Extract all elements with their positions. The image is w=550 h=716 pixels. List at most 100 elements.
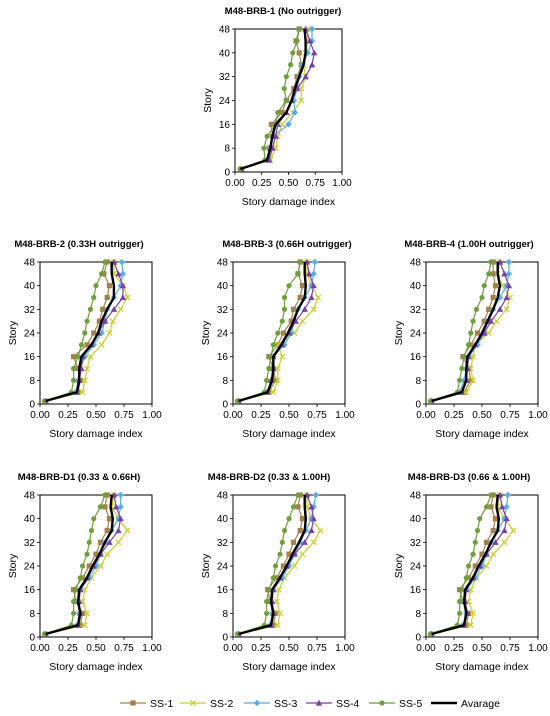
y-axis-label: Story: [393, 553, 405, 578]
data-point-ss-5: [457, 377, 463, 383]
data-point-ss-4: [117, 515, 124, 522]
y-tick-label: 48: [217, 258, 229, 269]
legend-entry-avarage: Avarage: [431, 698, 500, 710]
data-point-ss-2: [274, 622, 281, 629]
data-point-ss-4: [119, 282, 127, 289]
data-point-ss-3: [505, 270, 513, 278]
data-point-ss-5: [77, 575, 83, 581]
panel-3: M48-BRB-3 (0.66H outrigger) 0.00 0.25 0.50 0…: [200, 239, 355, 440]
data-point-ss-4: [101, 317, 109, 324]
panel-title: M48-BRB-3 (0.66H outrigger): [222, 239, 351, 250]
data-point-ss-5: [479, 294, 485, 301]
series-group: [427, 491, 517, 638]
x-tick-label: 1.00: [335, 643, 355, 654]
y-tick-label: 24: [217, 329, 229, 340]
x-tick-label: 0.00: [416, 643, 436, 654]
data-point-ss-1: [483, 539, 490, 545]
series-line-avarage: [45, 494, 115, 636]
data-point-ss-2: [81, 377, 88, 384]
data-point-ss-3: [118, 258, 125, 266]
data-point-ss-1: [290, 539, 297, 545]
data-point-ss-5: [266, 365, 272, 372]
data-point-ss-2: [275, 586, 282, 593]
panel-title: M48-BRB-1 (No outrigger): [225, 6, 342, 17]
legend-marker: [315, 699, 323, 706]
data-point-ss-1: [272, 610, 279, 616]
data-point-ss-5: [78, 342, 85, 348]
data-point-ss-3: [310, 270, 317, 278]
data-point-ss-2: [510, 527, 517, 534]
data-point-ss-5: [264, 610, 270, 616]
data-point-ss-3: [311, 258, 318, 266]
y-tick-label: 8: [222, 376, 228, 387]
data-point-ss-5: [459, 587, 465, 593]
series-line-avarage: [239, 28, 307, 171]
data-point-ss-4: [305, 270, 313, 277]
legend-entry-ss-4: SS-4: [306, 698, 360, 710]
data-point-ss-5: [102, 492, 108, 498]
data-point-ss-5: [264, 377, 270, 383]
data-point-ss-1: [104, 294, 110, 301]
y-tick-label: 16: [24, 585, 36, 596]
panel-5: M48-BRB-D1 (0.33 & 0.66H) 0.00 0.25 0.50 0.7…: [7, 472, 162, 673]
data-point-ss-1: [488, 504, 494, 510]
data-point-ss-1: [86, 563, 92, 569]
series-group: [41, 491, 131, 638]
y-tick-label: 32: [410, 538, 422, 549]
data-point-ss-2: [299, 551, 306, 558]
data-point-ss-1: [286, 551, 292, 557]
data-point-ss-4: [266, 156, 273, 163]
data-point-ss-2: [490, 551, 497, 558]
panel-title: M48-BRB-4 (1.00H outrigger): [404, 239, 533, 250]
data-point-ss-3: [117, 503, 124, 511]
legend-label: SS-5: [399, 698, 423, 710]
data-point-ss-2: [501, 539, 508, 546]
data-point-ss-1: [274, 575, 280, 581]
y-tick-label: 16: [217, 585, 229, 596]
series-line-avarage: [238, 262, 307, 403]
data-point-ss-2: [470, 610, 477, 617]
x-axis-label: Story damage index: [242, 428, 336, 440]
x-tick-label: 1.00: [142, 643, 162, 654]
data-point-ss-2: [310, 539, 317, 546]
data-point-ss-4: [110, 306, 118, 312]
data-point-ss-5: [281, 306, 288, 312]
x-tick-label: 1.00: [335, 410, 355, 421]
data-point-ss-1: [297, 527, 303, 534]
panel-1: M48-BRB-1 (No outrigger) 0.00 0.25 0.50 0.75…: [202, 6, 352, 208]
data-point-ss-4: [503, 515, 510, 522]
data-point-ss-5: [294, 38, 300, 44]
series-group: [234, 491, 324, 638]
panel-2: M48-BRB-2 (0.33H outrigger) 0.00 0.25 0.50 0…: [7, 239, 162, 440]
x-tick-label: 0.75: [114, 643, 134, 654]
data-point-ss-2: [104, 551, 111, 558]
data-point-ss-4: [503, 294, 510, 301]
x-tick-label: 0.25: [444, 643, 464, 654]
data-point-ss-4: [308, 61, 316, 68]
x-tick-label: 0.00: [416, 410, 436, 421]
data-point-ss-1: [93, 551, 99, 557]
legend-label: SS-4: [336, 698, 360, 710]
y-tick-label: 8: [29, 376, 35, 387]
x-tick-label: 0.25: [58, 643, 78, 654]
x-axis-label: Story damage index: [242, 661, 336, 673]
y-tick-label: 40: [219, 48, 231, 59]
y-tick-label: 32: [410, 305, 422, 316]
data-point-ss-1: [91, 330, 97, 336]
series-line-avarage: [238, 495, 307, 636]
y-tick-label: 32: [24, 305, 36, 316]
data-point-ss-4: [310, 49, 318, 56]
y-tick-label: 0: [222, 400, 228, 411]
data-point-ss-5: [483, 504, 490, 510]
x-tick-label: 0.75: [306, 178, 326, 189]
data-point-ss-5: [71, 610, 77, 616]
y-tick-label: 8: [415, 609, 421, 620]
x-tick-label: 0.25: [252, 178, 272, 189]
x-tick-label: 0.75: [307, 410, 327, 421]
data-point-ss-1: [280, 330, 286, 336]
data-point-ss-1: [272, 377, 279, 383]
data-point-ss-1: [106, 516, 113, 522]
data-point-ss-5: [283, 74, 289, 80]
data-point-ss-2: [298, 97, 305, 104]
data-point-ss-4: [501, 527, 508, 534]
